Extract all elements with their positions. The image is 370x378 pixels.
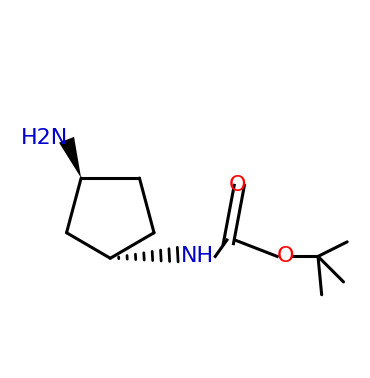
Text: H2N: H2N: [21, 128, 68, 148]
Polygon shape: [59, 137, 81, 178]
Text: O: O: [229, 175, 246, 195]
Text: O: O: [276, 246, 294, 266]
Text: NH: NH: [181, 246, 214, 266]
